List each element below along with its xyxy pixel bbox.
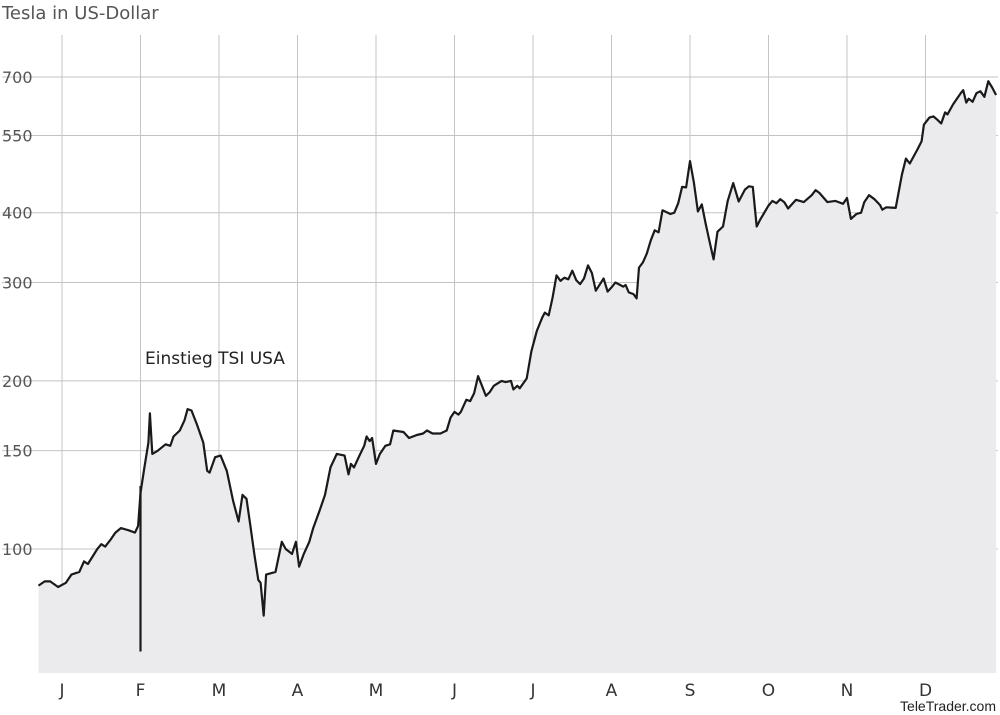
annotation-entry-label: Einstieg TSI USA	[145, 349, 285, 369]
x-tick-label-8: S	[685, 681, 696, 701]
x-tick-label-3: A	[292, 681, 304, 701]
x-tick-label-0: J	[58, 681, 64, 701]
y-axis-ticks: 100 150 200 300 400 550 700	[2, 68, 33, 559]
x-tick-label-6: J	[529, 681, 535, 701]
line-layer	[37, 80, 998, 617]
y-tick-label-150: 150	[2, 442, 33, 461]
y-tick-label-700: 700	[2, 68, 33, 87]
x-tick-label-1: F	[136, 681, 146, 701]
area-layer	[38, 81, 997, 673]
chart-title: Tesla in US-Dollar	[1, 3, 159, 24]
x-tick-label-7: A	[606, 681, 618, 701]
y-tick-label-100: 100	[2, 540, 33, 559]
x-tick-label-10: N	[841, 681, 854, 701]
series-line	[37, 80, 998, 617]
x-tick-label-5: J	[451, 681, 457, 701]
x-tick-label-4: M	[369, 681, 384, 701]
x-tick-label-9: O	[762, 681, 775, 701]
x-tick-label-11: D	[919, 681, 932, 701]
y-tick-label-200: 200	[2, 372, 33, 391]
series-area-fill	[38, 81, 997, 673]
y-tick-label-400: 400	[2, 204, 33, 223]
x-tick-label-2: M	[212, 681, 227, 701]
y-tick-label-550: 550	[2, 126, 33, 145]
source-credit: TeleTrader.com	[900, 698, 996, 714]
y-tick-label-300: 300	[2, 274, 33, 293]
